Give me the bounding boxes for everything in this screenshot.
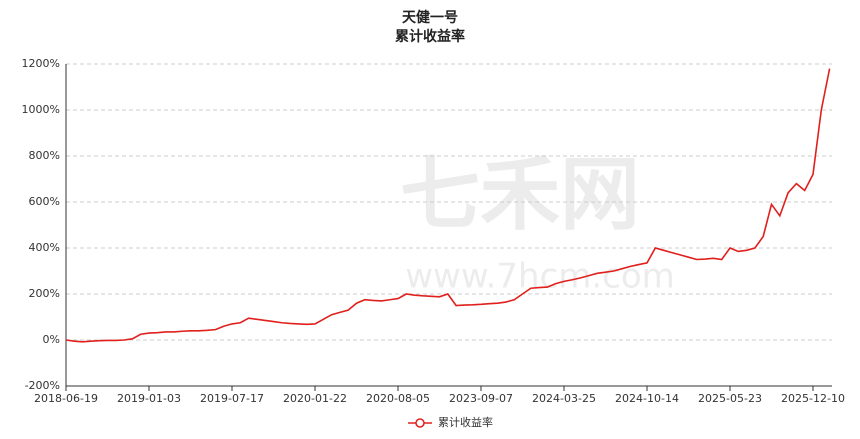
x-tick-label: 2023-09-07: [449, 392, 513, 405]
y-tick-label: 600%: [29, 195, 60, 208]
x-tick-label: 2019-07-17: [200, 392, 264, 405]
watermark: 七禾网: [400, 148, 640, 241]
x-tick-label: 2025-05-23: [698, 392, 762, 405]
x-tick-label: 2018-06-19: [34, 392, 98, 405]
y-tick-label: 400%: [29, 241, 60, 254]
x-tick-label: 2024-03-25: [532, 392, 596, 405]
x-tick-label: 2025-12-10: [781, 392, 845, 405]
y-tick-label: 0%: [43, 333, 60, 346]
line-series: [65, 68, 831, 343]
y-tick-label: 200%: [29, 287, 60, 300]
x-tick-label: 2024-10-14: [615, 392, 679, 405]
y-tick-label: -200%: [25, 379, 60, 392]
x-tick-label: 2020-08-05: [366, 392, 430, 405]
y-tick-label: 1200%: [22, 57, 60, 70]
watermark-url: www.7hcm.com: [405, 257, 675, 297]
legend-marker: [415, 418, 425, 428]
legend-label: 累计收益率: [438, 415, 493, 429]
chart-title: 天健一号: [402, 9, 458, 26]
chart-subtitle: 累计收益率: [395, 28, 465, 45]
x-tick-label: 2020-01-22: [283, 392, 347, 405]
x-tick-label: 2019-01-03: [117, 392, 181, 405]
y-tick-label: 800%: [29, 149, 60, 162]
y-tick-label: 1000%: [22, 103, 60, 116]
